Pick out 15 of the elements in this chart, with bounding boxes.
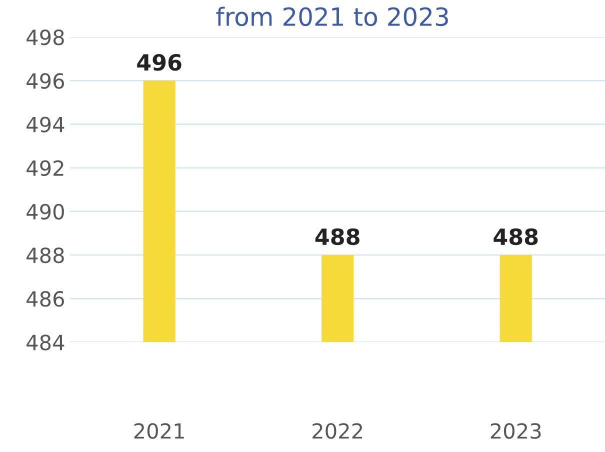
data-label: 496 <box>137 54 182 71</box>
y-tick-label: 490 <box>26 204 64 220</box>
chart-title: from 2021 to 2023 <box>216 6 448 26</box>
x-tick-label: 2021 <box>134 423 184 439</box>
data-label: 488 <box>494 228 538 246</box>
x-tick-label: 2022 <box>312 423 362 439</box>
y-tick-label: 486 <box>26 291 64 307</box>
y-tick-label: 496 <box>26 73 64 89</box>
y-tick-label: 488 <box>26 247 64 264</box>
y-tick-label: 484 <box>26 334 64 350</box>
y-tick-label: 492 <box>26 160 64 176</box>
data-label: 488 <box>315 228 360 246</box>
y-tick-label: 494 <box>26 116 64 132</box>
x-tick-label: 2023 <box>490 423 541 439</box>
y-tick-label: 498 <box>26 30 64 46</box>
